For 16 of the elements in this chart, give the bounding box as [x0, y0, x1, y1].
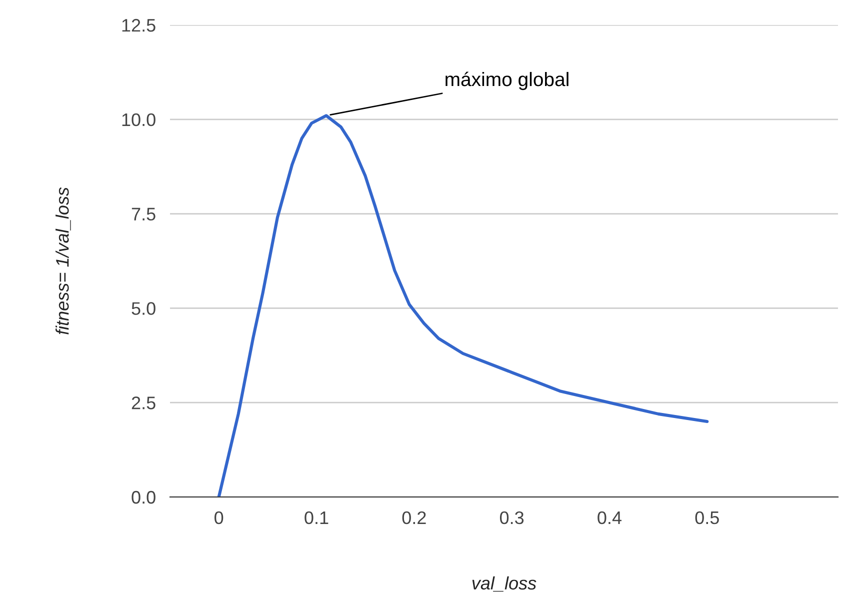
y-tick-label: 10.0 [122, 113, 156, 126]
x-tick-label: 0.2 [402, 511, 426, 524]
line-series [217, 114, 709, 497]
y-tick-label: 12.5 [122, 18, 156, 32]
x-tick-label: 0 [214, 511, 224, 524]
x-tick-label: 0.3 [500, 511, 524, 524]
x-tick-label: 0.1 [304, 511, 328, 524]
y-tick-label: 5.0 [132, 302, 156, 315]
y-tick-label: 7.5 [132, 208, 156, 221]
y-axis-title: fitness= 1/val_loss [56, 187, 71, 334]
y-tick-label: 0.0 [132, 490, 156, 504]
x-tick-label: 0.5 [695, 511, 719, 524]
x-tick-label: 0.4 [598, 511, 622, 524]
x-axis-title: val_loss [472, 576, 536, 592]
y-tick-label: 2.5 [132, 396, 156, 410]
annotation: máximo global [446, 72, 568, 90]
